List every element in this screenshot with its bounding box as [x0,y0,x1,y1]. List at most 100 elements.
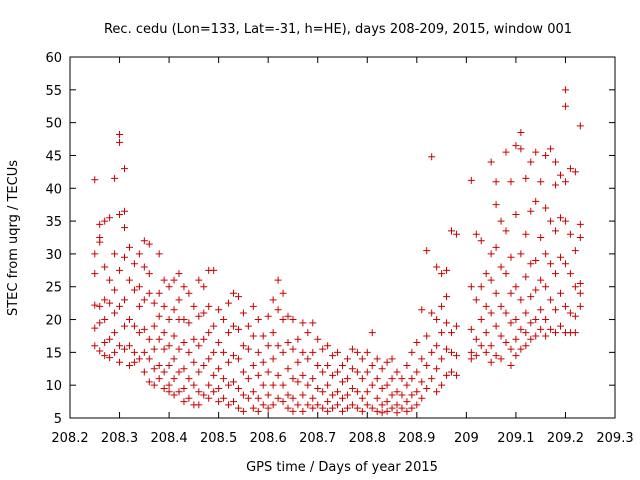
data-point [140,368,148,376]
data-point [561,102,569,110]
data-point [492,243,500,251]
data-point [230,289,237,297]
data-point [542,332,550,340]
data-point [269,329,277,337]
data-point [160,276,168,284]
data-point [225,329,233,337]
data-point [566,270,574,278]
data-point [106,354,114,362]
data-point [542,316,550,324]
data-point [537,178,545,186]
data-point [239,407,247,415]
data-point [145,355,153,363]
data-point [571,168,579,176]
data-point [130,286,138,294]
data-point [294,335,302,343]
x-tick-label: 208.2 [51,431,88,446]
x-tick-label: 208.5 [200,431,237,446]
data-point [358,407,366,415]
data-point [121,345,128,353]
chart-title: Rec. cedu (Lon=133, Lat=-31, h=HE), days… [104,22,572,37]
data-point [205,329,213,337]
data-point [339,378,346,386]
data-point [170,355,178,363]
data-point [195,312,203,320]
data-point [403,381,411,389]
data-point [398,375,406,383]
data-point [576,122,584,130]
data-point [363,401,371,409]
data-point [185,289,193,297]
x-tick-label: 209.1 [497,431,534,446]
data-point [438,270,446,278]
data-point [140,263,148,271]
data-point [170,306,178,314]
data-point [195,401,203,409]
data-point [443,293,451,301]
data-point [383,381,391,389]
data-point [363,348,371,356]
data-point [215,365,223,373]
data-point [121,207,128,215]
data-point [487,342,495,350]
data-point [121,253,128,261]
data-point [205,394,213,402]
data-point [96,302,104,310]
data-point [140,296,148,304]
data-point [517,128,525,136]
data-point [259,401,267,409]
data-point [378,401,386,409]
data-point [299,371,307,379]
x-tick-label: 208.8 [349,431,386,446]
data-point [220,316,228,324]
data-point [225,299,233,307]
data-point [537,306,545,314]
data-point [373,407,381,415]
data-point [106,299,114,307]
data-point [190,302,198,310]
data-point [378,365,386,373]
data-point [160,384,168,392]
data-point [289,394,297,402]
data-point [393,401,401,409]
data-point [571,329,579,337]
data-point [269,296,277,304]
data-point [269,355,277,363]
data-point [542,250,550,258]
data-point [200,335,208,343]
data-point [259,358,267,366]
data-point [304,329,312,337]
data-point [160,302,168,310]
x-tick-label: 209.2 [547,431,584,446]
data-point [358,394,366,402]
data-point [309,319,317,327]
data-point [284,365,292,373]
data-point [487,309,495,317]
data-point [91,324,99,332]
data-point [254,407,262,415]
data-point [284,391,292,399]
data-point [155,375,163,383]
data-point [448,348,455,356]
data-point [532,316,540,324]
data-point [215,339,223,347]
data-point [274,342,282,350]
data-points [91,86,584,417]
data-point [239,342,247,350]
data-point [230,322,237,330]
data-point [314,384,322,392]
data-point [91,176,99,184]
data-point [239,309,247,317]
data-point [239,391,247,399]
data-point [269,381,277,389]
data-point [116,266,124,274]
data-point [452,230,460,238]
data-point [116,342,124,350]
data-point [220,375,228,383]
data-point [557,214,564,222]
data-point [433,365,441,373]
data-point [140,348,148,356]
data-point [135,302,143,310]
data-point [393,409,401,417]
data-point [398,404,406,412]
